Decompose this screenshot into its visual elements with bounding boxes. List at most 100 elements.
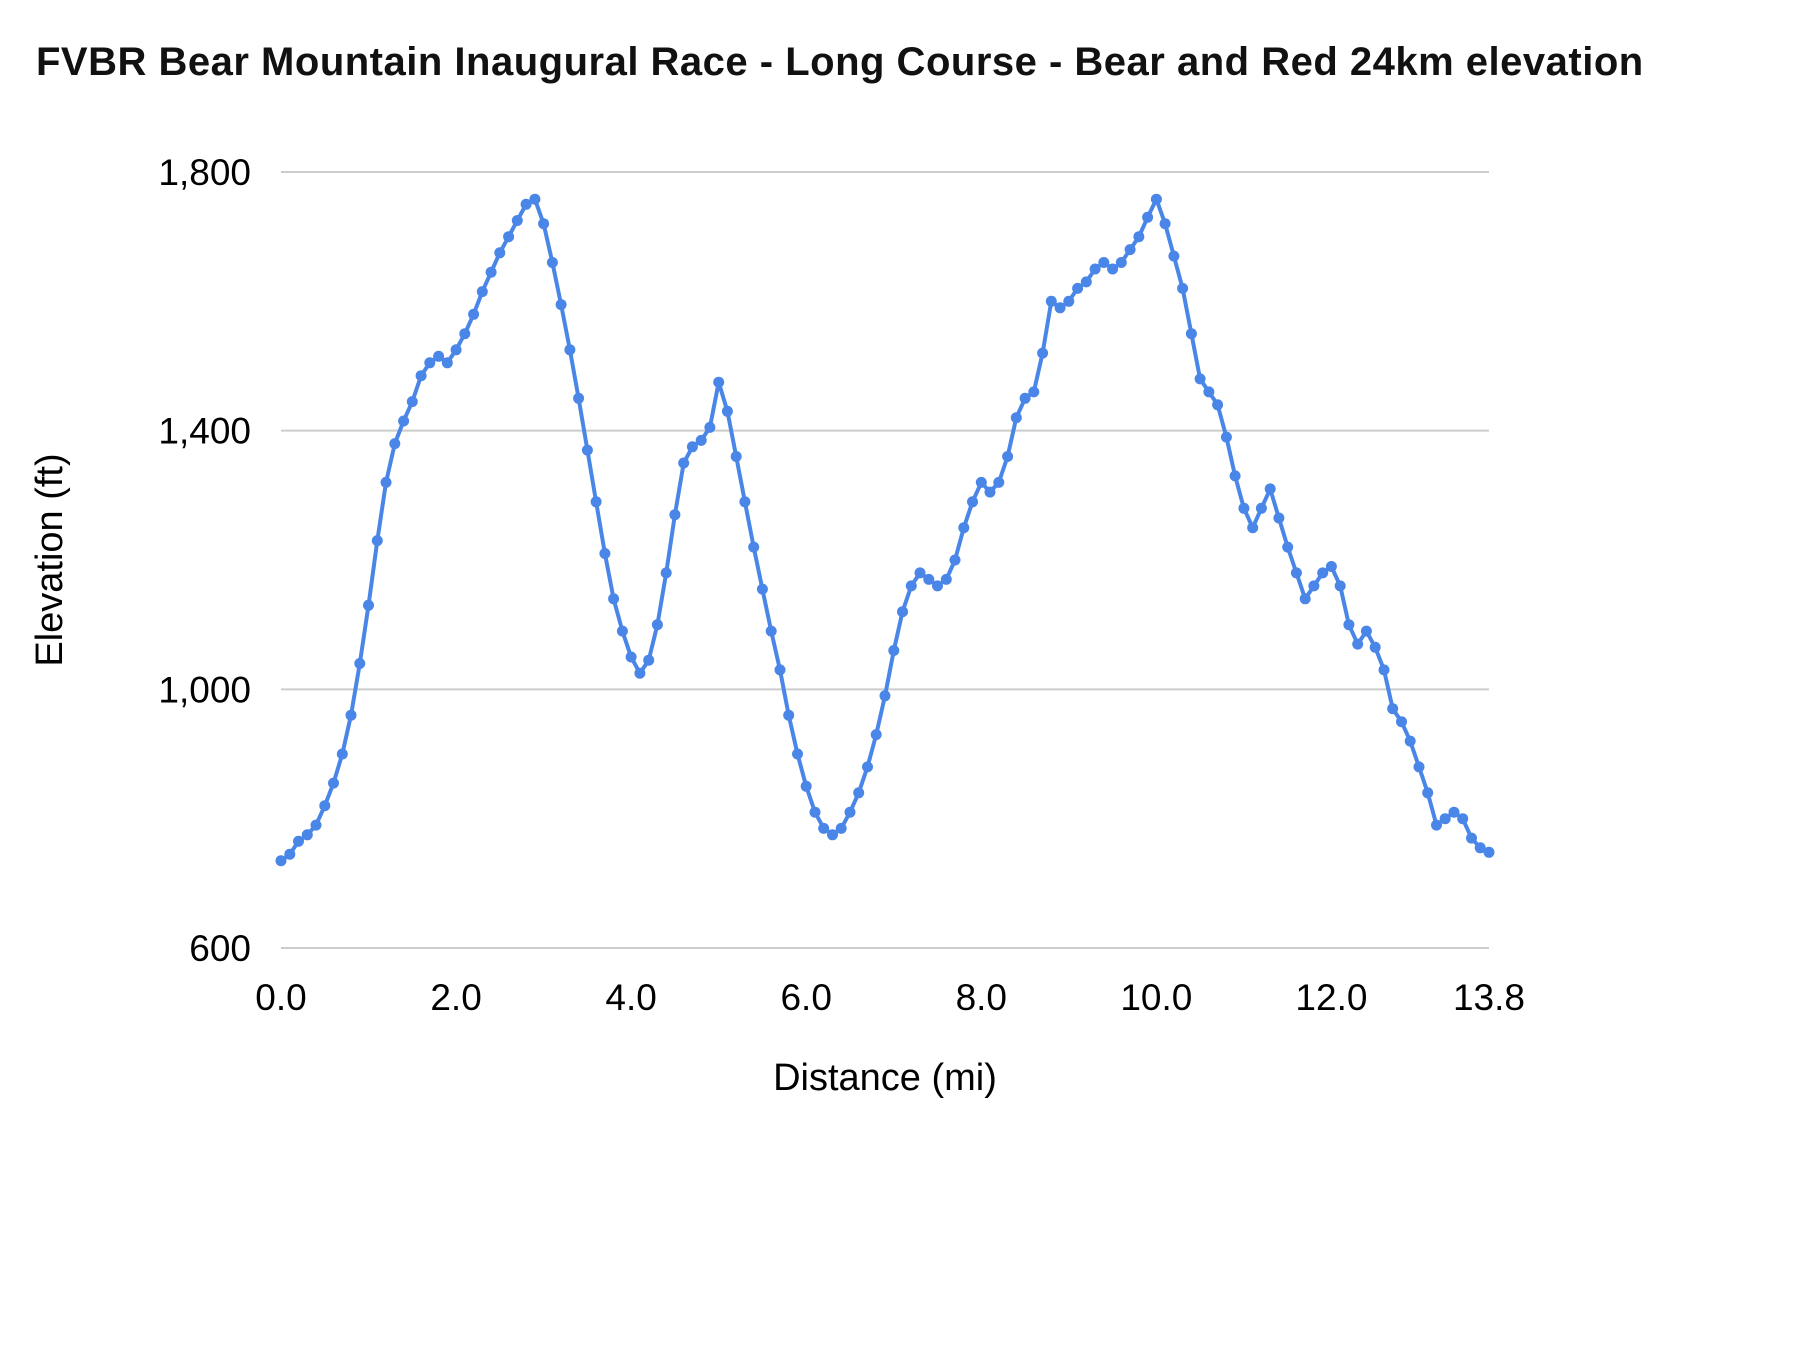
data-point: [1413, 761, 1425, 773]
data-point: [1325, 561, 1337, 572]
data-point: [993, 476, 1005, 488]
chart-title: FVBR Bear Mountain Inaugural Race - Long…: [36, 40, 1644, 84]
data-point: [1072, 282, 1084, 294]
data-point: [1247, 522, 1259, 534]
data-point: [809, 806, 821, 818]
data-point: [1282, 541, 1294, 553]
data-point: [336, 748, 348, 760]
data-point: [678, 457, 690, 469]
data-point: [739, 496, 751, 508]
data-point: [984, 486, 996, 498]
data-point: [1063, 295, 1075, 307]
data-point: [1124, 244, 1136, 256]
data-point: [494, 247, 506, 259]
data-point: [975, 476, 987, 488]
data-point: [1115, 257, 1127, 268]
data-point: [1474, 842, 1486, 854]
data-point: [818, 822, 830, 834]
data-point: [949, 554, 961, 566]
data-point: [774, 664, 786, 676]
data-point: [643, 654, 655, 666]
data-point: [1439, 813, 1451, 825]
data-point: [765, 625, 777, 637]
data-point: [380, 476, 392, 488]
data-point: [1343, 619, 1355, 631]
data-point: [546, 257, 558, 268]
data-point: [1317, 567, 1329, 579]
elevation-line: [279, 197, 1491, 863]
data-point: [958, 522, 970, 534]
data-point: [730, 451, 742, 462]
data-point: [581, 444, 593, 456]
data-point: [1089, 263, 1101, 275]
data-point: [468, 308, 480, 320]
data-point: [1378, 664, 1390, 676]
data-point: [433, 350, 445, 362]
data-point: [1308, 580, 1320, 592]
data-point: [1107, 263, 1119, 275]
x-tick-label: 2.0: [430, 977, 481, 1018]
data-point: [625, 651, 637, 663]
x-tick-label: 10.0: [1120, 977, 1192, 1018]
data-point: [713, 376, 725, 388]
data-point: [888, 645, 900, 656]
data-point: [1466, 832, 1477, 844]
data-point: [310, 819, 322, 831]
y-axis-title: Elevation (ft): [29, 453, 71, 666]
y-tick-label: 1,000: [158, 669, 251, 710]
data-point: [511, 215, 523, 226]
data-point: [616, 625, 628, 637]
data-point: [520, 198, 532, 210]
data-point: [1098, 257, 1110, 268]
data-point: [1387, 703, 1399, 715]
data-point: [1220, 431, 1232, 443]
data-point: [590, 496, 602, 508]
data-point: [555, 299, 567, 311]
data-point: [459, 328, 471, 340]
x-tick-labels: 0.0 2.0 4.0 6.0 8.0 10.0 12.0 13.8: [255, 977, 1525, 1018]
data-point: [1238, 502, 1250, 514]
data-point: [1457, 813, 1469, 825]
data-point: [415, 370, 427, 382]
data-point: [301, 829, 313, 841]
data-point: [1352, 638, 1364, 650]
data-point: [1360, 625, 1372, 637]
data-point: [371, 535, 383, 547]
data-point: [660, 567, 672, 579]
data-point: [1194, 373, 1206, 385]
data-point: [756, 583, 768, 595]
data-point: [1212, 399, 1224, 411]
x-tick-label: 0.0: [255, 977, 306, 1018]
x-tick-label: 13.8: [1453, 977, 1525, 1018]
data-point: [932, 580, 943, 592]
data-point: [669, 509, 681, 521]
data-point: [721, 405, 733, 417]
data-point: [686, 441, 698, 453]
data-point: [1177, 282, 1189, 294]
data-point: [1448, 806, 1460, 818]
data-point: [914, 567, 926, 579]
data-point: [1299, 593, 1311, 605]
data-point: [275, 855, 287, 867]
data-point: [1334, 580, 1346, 592]
data-point: [608, 593, 620, 605]
data-point: [844, 806, 856, 818]
x-tick-label: 12.0: [1295, 977, 1367, 1018]
data-point: [1185, 328, 1197, 340]
data-point: [319, 800, 331, 812]
data-point: [835, 822, 847, 834]
data-point: [748, 541, 760, 553]
data-point: [573, 392, 585, 404]
data-point: [1229, 470, 1241, 482]
series-layer: [275, 193, 1495, 867]
data-point: [695, 434, 707, 446]
data-point: [704, 421, 716, 433]
y-tick-label: 600: [189, 928, 251, 969]
data-point: [354, 658, 366, 669]
data-point: [870, 729, 882, 741]
data-point: [1159, 218, 1171, 230]
data-point: [783, 709, 795, 721]
data-point: [1150, 193, 1162, 205]
data-point: [485, 266, 497, 278]
